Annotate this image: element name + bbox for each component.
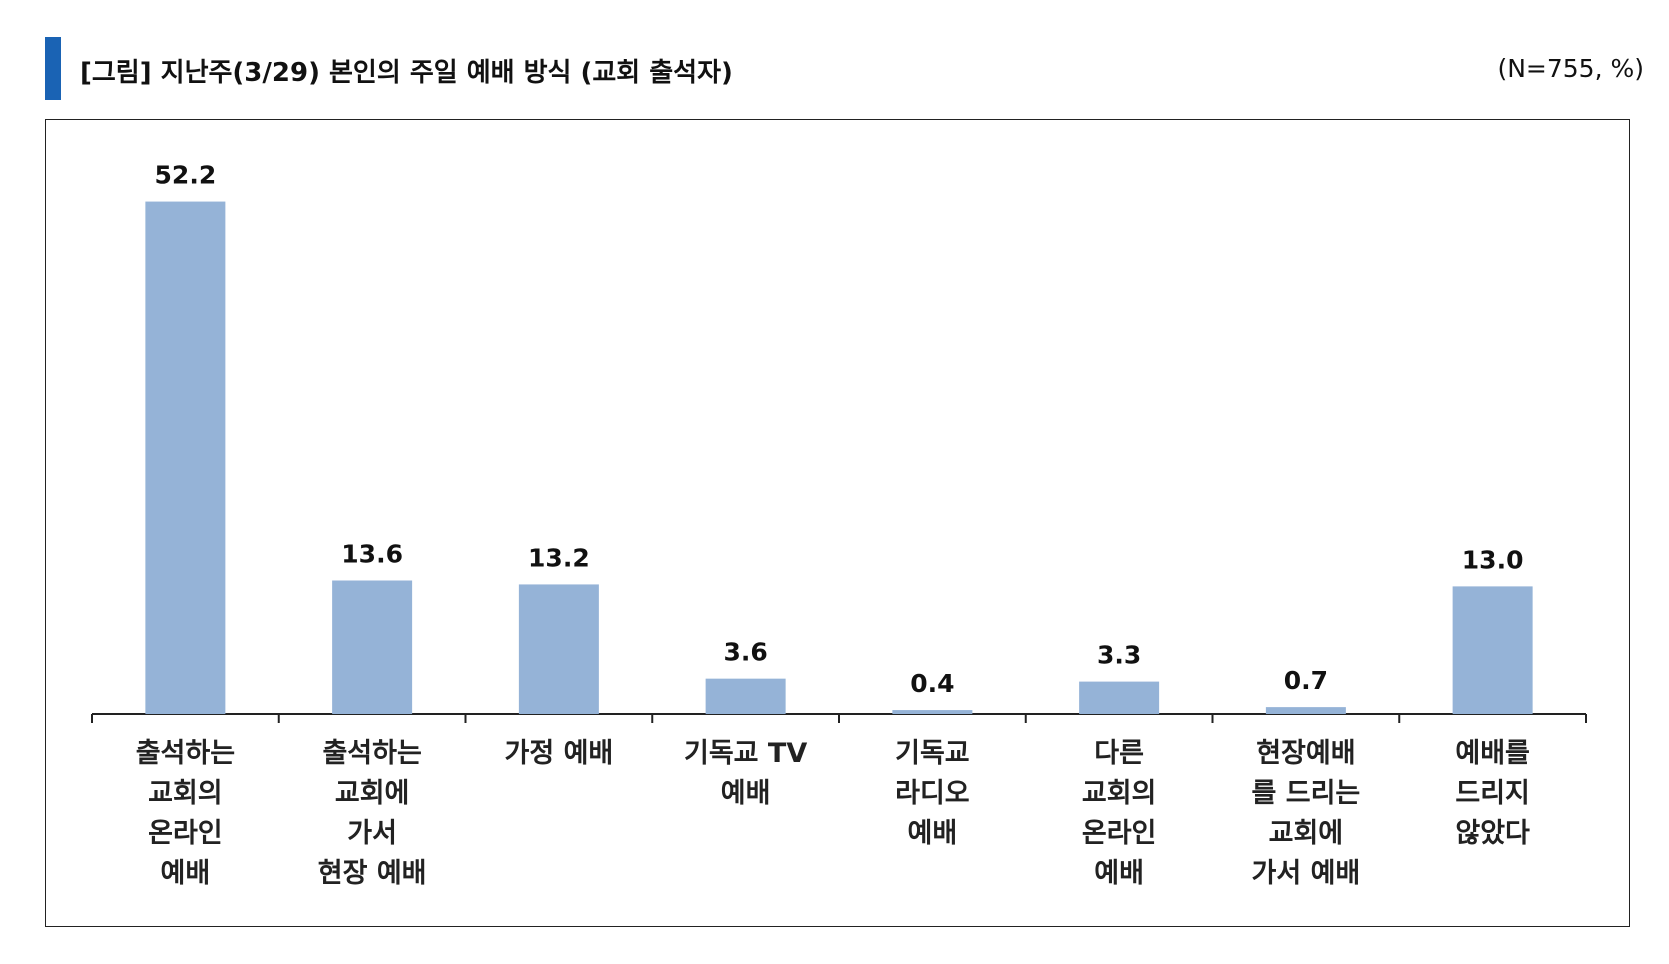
category-label: 온라인 — [1082, 818, 1157, 849]
category-label: 않았다 — [1455, 818, 1530, 849]
bar — [1079, 681, 1160, 714]
data-label: 3.6 — [723, 638, 767, 667]
category-label: 교회에 — [1269, 818, 1344, 849]
title-accent-bar — [45, 37, 61, 100]
category-label: 출석하는 — [136, 738, 235, 769]
bar — [518, 584, 599, 714]
category-label: 예배 — [161, 858, 211, 889]
bar — [145, 201, 226, 714]
category-label: 가서 예배 — [1251, 858, 1360, 889]
category-label: 가서 — [347, 818, 397, 849]
category-label: 예배 — [908, 818, 958, 849]
chart-frame — [45, 119, 1630, 927]
category-label: 현장예배 — [1256, 738, 1355, 769]
bar — [892, 710, 973, 714]
bar — [1452, 586, 1533, 714]
data-label: 13.2 — [528, 543, 590, 572]
data-label: 13.0 — [1462, 545, 1524, 574]
category-label: 온라인 — [148, 818, 223, 849]
category-label: 기독교 — [895, 738, 970, 769]
data-label: 0.7 — [1284, 666, 1328, 695]
category-label: 출석하는 — [322, 738, 421, 769]
category-label: 예배 — [1094, 858, 1144, 889]
category-label: 다른 — [1094, 738, 1144, 769]
category-label: 예배 — [721, 778, 771, 809]
category-label: 교회에 — [335, 778, 410, 809]
category-label: 라디오 — [895, 778, 970, 809]
category-label: 기독교 TV — [684, 738, 807, 769]
category-label: 가정 예배 — [504, 738, 613, 769]
category-label: 드리지 — [1455, 778, 1530, 809]
chart-title: [그림] 지난주(3/29) 본인의 주일 예배 방식 (교회 출석자) — [80, 58, 733, 88]
data-label: 3.3 — [1097, 641, 1141, 670]
category-label: 예배를 — [1455, 738, 1530, 769]
category-label: 를 드리는 — [1251, 778, 1360, 809]
data-label: 52.2 — [155, 161, 217, 190]
category-label: 교회의 — [148, 778, 223, 809]
category-label: 교회의 — [1082, 778, 1157, 809]
category-label: 현장 예배 — [318, 858, 427, 889]
data-label: 0.4 — [910, 669, 954, 698]
bar — [1265, 707, 1346, 714]
bar — [705, 678, 786, 714]
sample-note: (N=755, %) — [1497, 54, 1644, 83]
bar — [332, 580, 413, 714]
data-label: 13.6 — [341, 539, 403, 568]
